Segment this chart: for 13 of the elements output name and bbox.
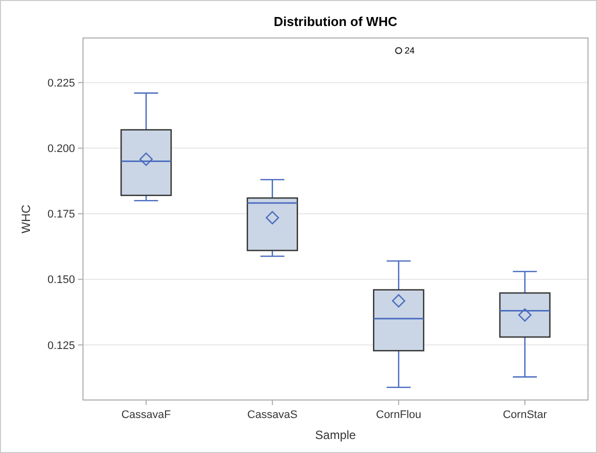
y-tick-label: 0.125 [47,340,75,352]
x-tick-label: CornStar [502,409,548,421]
x-tick-label: CornFlou [376,409,422,421]
y-tick-label: 0.200 [47,143,75,156]
annotation: 24 [404,46,415,56]
y-tick-label: 0.225 [47,77,75,90]
x-tick-label: CassavaF [121,409,172,421]
x-tick-label: CassavaS [247,409,298,421]
y-tick-label: 0.150 [47,274,75,286]
y-tick-label: 0.175 [47,208,75,221]
x-axis-title: Sample [315,428,356,442]
y-axis-title: WHC [19,204,33,234]
chart-title: Distribution of WHC [274,14,398,29]
